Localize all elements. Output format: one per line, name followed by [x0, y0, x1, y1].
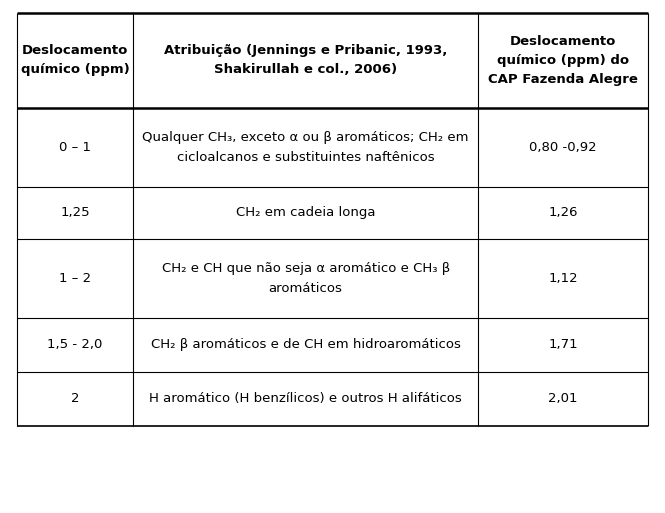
Text: 1,5 - 2,0: 1,5 - 2,0 — [47, 339, 103, 351]
Text: CH₂ e CH que não seja α aromático e CH₃ β: CH₂ e CH que não seja α aromático e CH₃ … — [162, 262, 450, 275]
Text: H aromático (H benzílicos) e outros H alifáticos: H aromático (H benzílicos) e outros H al… — [149, 392, 462, 405]
Text: aromáticos: aromáticos — [269, 282, 342, 294]
Text: Qualquer CH₃, exceto α ou β aromáticos; CH₂ em: Qualquer CH₃, exceto α ou β aromáticos; … — [142, 131, 469, 144]
Text: cicloalcanos e substituintes naftênicos: cicloalcanos e substituintes naftênicos — [177, 151, 434, 164]
Text: 1,26: 1,26 — [549, 206, 578, 220]
Text: 0 – 1: 0 – 1 — [59, 141, 91, 154]
Text: 1,25: 1,25 — [61, 206, 90, 220]
Text: Atribuição (Jennings e Pribanic, 1993,
Shakirullah e col., 2006): Atribuição (Jennings e Pribanic, 1993, S… — [164, 44, 448, 76]
Text: 1,12: 1,12 — [548, 272, 578, 285]
Text: CH₂ β aromáticos e de CH em hidroaromáticos: CH₂ β aromáticos e de CH em hidroaromáti… — [151, 339, 461, 351]
Text: 0,80 -0,92: 0,80 -0,92 — [529, 141, 597, 154]
Text: Deslocamento
químico (ppm): Deslocamento químico (ppm) — [21, 44, 130, 76]
Text: 1,71: 1,71 — [548, 339, 578, 351]
Text: 2: 2 — [70, 392, 79, 405]
Text: Deslocamento
químico (ppm) do
CAP Fazenda Alegre: Deslocamento químico (ppm) do CAP Fazend… — [488, 35, 638, 86]
Text: 1 – 2: 1 – 2 — [59, 272, 91, 285]
Text: CH₂ em cadeia longa: CH₂ em cadeia longa — [236, 206, 376, 220]
Text: 2,01: 2,01 — [549, 392, 578, 405]
